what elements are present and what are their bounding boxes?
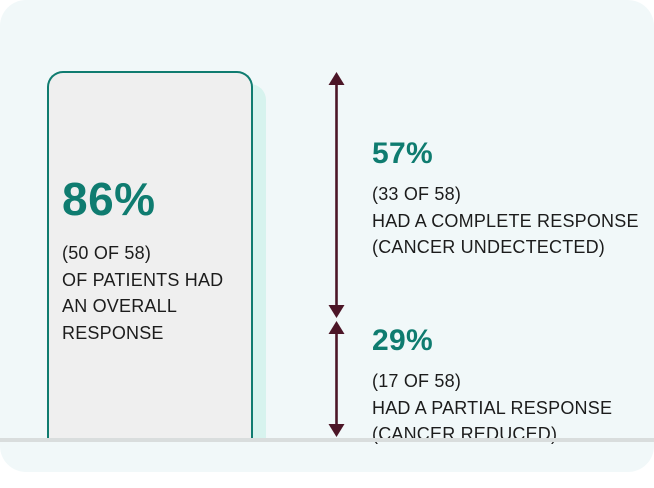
- overall-count: (50 OF 58): [62, 243, 152, 263]
- overall-line-3: RESPONSE: [62, 322, 164, 343]
- overall-percent: 86%: [62, 173, 156, 225]
- partial-response-annotation: 29% (17 OF 58) HAD A PARTIAL RESPONSE (C…: [372, 326, 642, 448]
- complete-response-range-arrow: [328, 72, 345, 318]
- partial-percent: 29%: [372, 324, 433, 357]
- partial-count: (17 OF 58): [372, 371, 462, 391]
- complete-count: (33 OF 58): [372, 184, 462, 204]
- partial-line-1: HAD A PARTIAL RESPONSE: [372, 397, 613, 418]
- complete-response-annotation: 57% (33 OF 58) HAD A COMPLETE RESPONSE (…: [372, 139, 642, 261]
- ground-line: [0, 438, 654, 442]
- overall-response-bar: [47, 71, 253, 440]
- complete-percent: 57%: [372, 137, 433, 170]
- partial-response-range-arrow: [328, 321, 345, 437]
- partial-line-2: (CANCER REDUCED): [372, 424, 558, 444]
- overall-line-1: OF PATIENTS HAD: [62, 269, 224, 290]
- complete-line-2: (CANCER UNDECTECTED): [372, 237, 605, 257]
- complete-line-1: HAD A COMPLETE RESPONSE: [372, 210, 639, 231]
- infographic-panel: 86% (50 OF 58) OF PATIENTS HAD AN OVERAL…: [0, 0, 654, 472]
- overall-response-label: 86% (50 OF 58) OF PATIENTS HAD AN OVERAL…: [62, 176, 252, 346]
- overall-line-2: AN OVERALL: [62, 296, 178, 316]
